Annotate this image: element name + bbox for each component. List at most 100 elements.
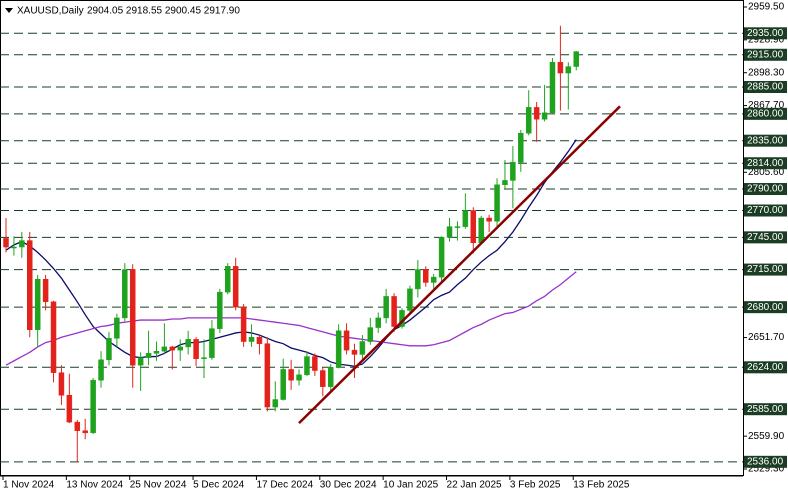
candle-body xyxy=(391,296,397,327)
level-label-bg xyxy=(744,263,787,276)
candle-body xyxy=(161,346,168,352)
x-tick-label: 13 Feb 2025 xyxy=(573,480,630,491)
candle-body xyxy=(462,210,469,227)
y-tick-label: 2529.30 xyxy=(748,464,785,475)
candle-body xyxy=(557,62,564,74)
y-tick-label: 2959.50 xyxy=(748,2,785,13)
level-label: 2680.00 xyxy=(747,302,784,313)
candle-body xyxy=(288,369,294,381)
candle-body xyxy=(415,269,421,290)
trend-line xyxy=(298,105,621,425)
level-label: 2835.00 xyxy=(747,135,784,146)
candle-body xyxy=(423,269,429,283)
level-label-bg xyxy=(744,27,787,40)
x-tick-label: 10 Jan 2025 xyxy=(383,480,438,491)
candle-body xyxy=(367,327,374,342)
level-label-bg xyxy=(744,455,787,468)
candle-body xyxy=(169,346,176,351)
x-tick-label: 3 Feb 2025 xyxy=(510,480,561,491)
candle-body xyxy=(312,356,318,371)
y-tick-label: 2867.70 xyxy=(748,100,785,111)
candle-body xyxy=(272,399,279,408)
plot-area xyxy=(0,25,743,463)
plot-frame xyxy=(0,0,744,476)
candle-body xyxy=(478,217,484,243)
candle-body xyxy=(470,210,477,243)
y-tick-label: 2559.90 xyxy=(748,431,785,442)
candle-body xyxy=(248,336,255,342)
candle-body xyxy=(525,107,532,134)
candle-body xyxy=(137,357,144,366)
candle-body xyxy=(58,372,65,396)
candle-body xyxy=(454,226,461,228)
candle-body xyxy=(264,343,271,408)
candle-body xyxy=(327,367,334,387)
level-label-bg xyxy=(744,134,787,147)
candle-body xyxy=(217,291,223,329)
candle-body xyxy=(430,276,437,283)
candle-body xyxy=(240,306,247,342)
candle-body xyxy=(407,288,413,311)
candle-body xyxy=(565,66,572,74)
candle-body xyxy=(225,266,231,293)
candle-body xyxy=(359,341,366,355)
candle-body xyxy=(50,301,57,373)
candle-body xyxy=(11,246,17,249)
y-tick-label: 2928.90 xyxy=(748,34,785,45)
candle-body xyxy=(383,296,389,319)
candle-body xyxy=(438,237,445,278)
candle-body xyxy=(446,226,453,238)
y-tick-label: 2651.70 xyxy=(748,332,785,343)
level-label-bg xyxy=(744,183,787,196)
candle-body xyxy=(296,374,302,381)
x-tick-label: 5 Dec 2024 xyxy=(193,480,245,491)
candle-body xyxy=(518,132,524,163)
candle-body xyxy=(351,349,358,355)
chart-title: XAUUSD,Daily xyxy=(17,6,84,17)
candle-body xyxy=(573,51,579,67)
candle-body xyxy=(122,269,128,319)
candle-body xyxy=(145,353,152,358)
level-label: 2885.00 xyxy=(747,82,784,93)
x-tick-label: 25 Nov 2024 xyxy=(130,480,187,491)
candle-body xyxy=(185,339,191,348)
level-label-bg xyxy=(744,403,787,416)
candle-body xyxy=(90,379,96,434)
candle-body xyxy=(177,346,183,351)
level-label: 2814.00 xyxy=(747,158,784,169)
x-tick-label: 13 Nov 2024 xyxy=(66,480,123,491)
level-label-bg xyxy=(744,80,787,93)
candle-body xyxy=(74,421,81,431)
level-label: 2585.00 xyxy=(747,404,784,415)
ohlc-readout: 2904.05 2918.55 2900.45 2917.90 xyxy=(87,6,240,17)
candle-body xyxy=(304,356,310,376)
level-label: 2935.00 xyxy=(747,28,784,39)
level-label-bg xyxy=(744,231,787,244)
candle-body xyxy=(256,336,263,344)
candle-body xyxy=(280,369,286,400)
level-label: 2790.00 xyxy=(747,184,784,195)
candle-body xyxy=(486,217,492,222)
symbol-menu-icon[interactable] xyxy=(5,8,13,13)
candle-body xyxy=(549,62,556,114)
moving-average xyxy=(5,139,577,367)
candle-body xyxy=(42,278,49,303)
candle-body xyxy=(98,359,104,381)
candle-body xyxy=(3,238,9,248)
candle-body xyxy=(502,180,508,185)
candle-body xyxy=(66,394,73,423)
candle-body xyxy=(82,430,88,434)
x-tick-label: 17 Dec 2024 xyxy=(256,480,313,491)
level-label: 2745.00 xyxy=(747,232,784,243)
level-label: 2770.00 xyxy=(747,205,784,216)
level-label-bg xyxy=(744,48,787,61)
level-label: 2915.00 xyxy=(747,49,784,60)
candle-body xyxy=(320,370,326,387)
candle-body xyxy=(510,161,516,181)
candle-body xyxy=(129,269,136,366)
candle-body xyxy=(114,317,120,339)
y-tick-label: 2898.30 xyxy=(748,67,785,78)
x-tick-label: 1 Nov 2024 xyxy=(3,480,55,491)
level-label: 2860.00 xyxy=(747,108,784,119)
